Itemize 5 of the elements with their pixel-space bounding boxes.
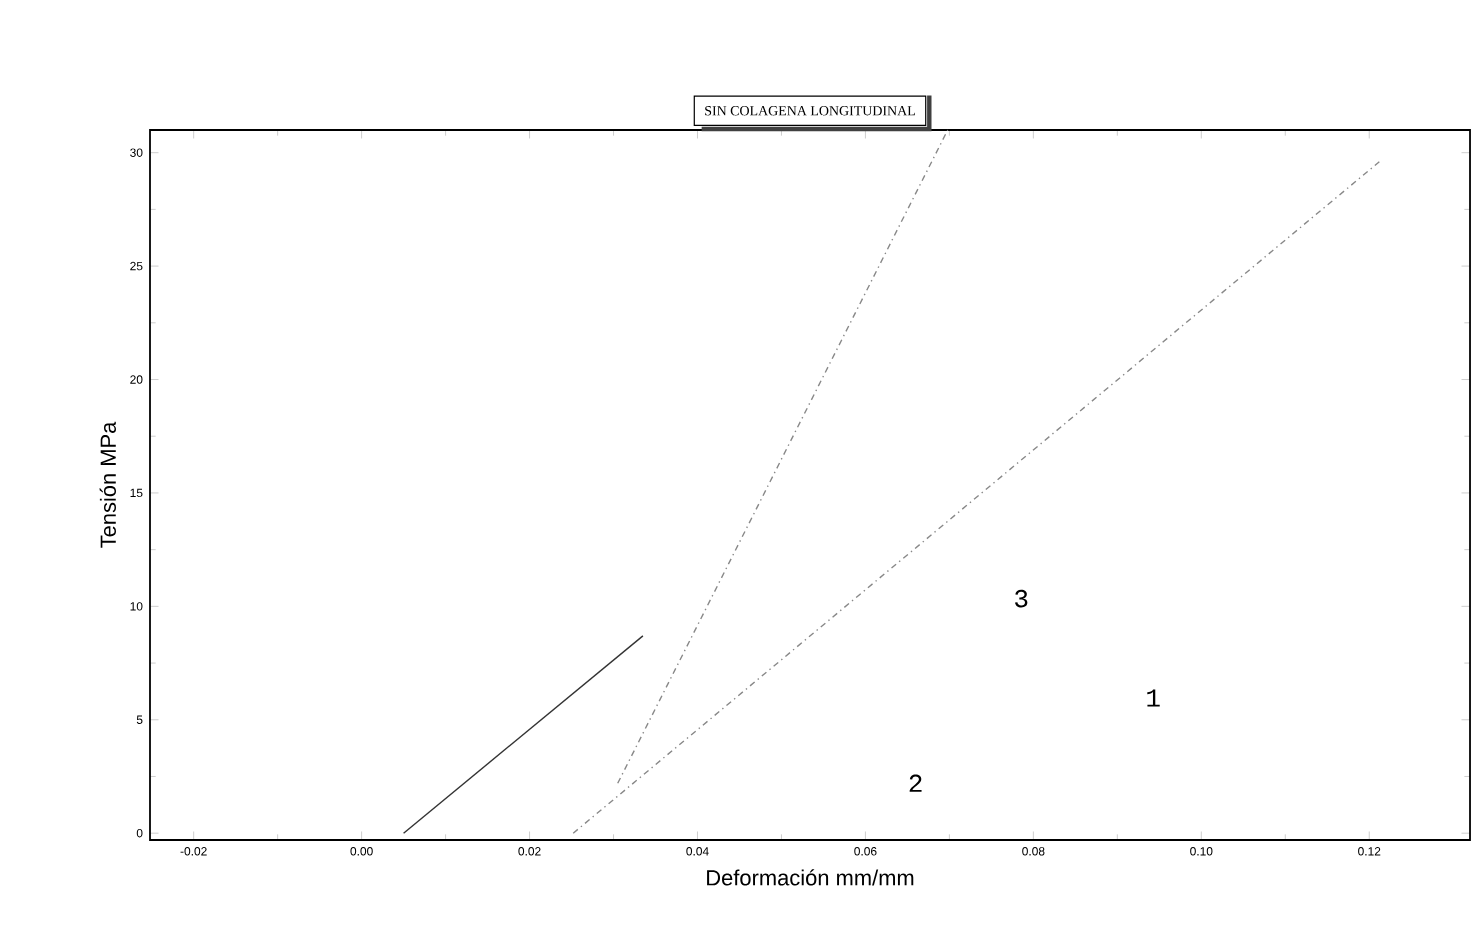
- x-axis-title: Deformación mm/mm: [707, 869, 914, 886]
- annotation: 1: [1147, 689, 1160, 707]
- annotation: 3: [1015, 589, 1028, 608]
- annotation: 2: [909, 774, 922, 792]
- y-axis-title: Tensión MPa: [99, 421, 116, 548]
